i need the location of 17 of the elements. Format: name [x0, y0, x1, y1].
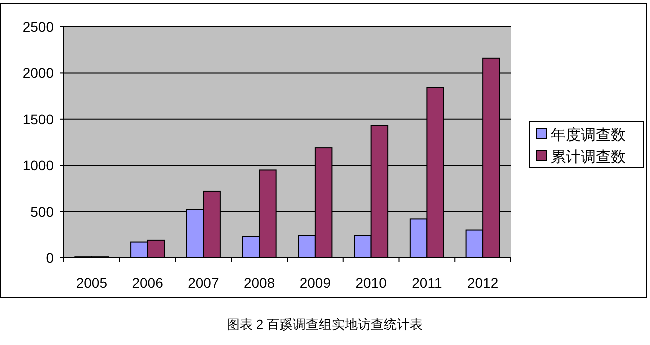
x-tick-label: 2008: [244, 275, 276, 291]
y-tick-label: 2500: [22, 19, 54, 35]
x-tick-label: 2011: [412, 275, 442, 291]
x-tick-label: 2007: [188, 275, 220, 291]
legend-label: 年度调查数: [551, 127, 626, 144]
x-tick-label: 2005: [76, 275, 108, 291]
y-tick-label: 1000: [22, 158, 54, 174]
y-tick-label: 2000: [22, 65, 54, 82]
x-tick-label: 2009: [300, 275, 332, 291]
y-tick-label: 500: [30, 204, 54, 220]
x-tick-label: 2012: [467, 275, 499, 291]
y-tick-label: 0: [46, 250, 54, 266]
legend-label: 累计调查数: [551, 149, 626, 166]
text: 图表 2 百蹊调查组实地访查统计表: [226, 317, 424, 332]
x-tick-label: 2010: [356, 275, 388, 291]
y-tick-label: 1500: [22, 111, 54, 128]
x-tick-label: 2006: [132, 275, 164, 291]
